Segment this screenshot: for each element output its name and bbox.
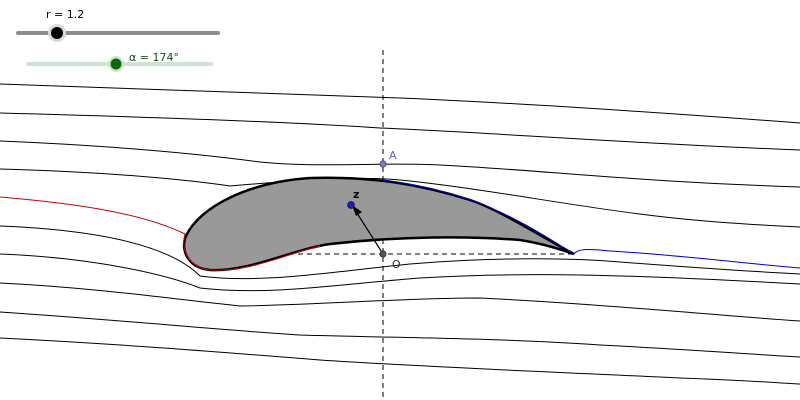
point-A[interactable] bbox=[379, 160, 387, 168]
slider-alpha[interactable]: α = 174° bbox=[26, 51, 213, 72]
slider-alpha-label: α = 174° bbox=[129, 51, 179, 64]
streamline bbox=[0, 253, 800, 292]
airfoil-shape bbox=[182, 176, 575, 272]
arrow-head bbox=[352, 205, 362, 216]
streamline bbox=[0, 282, 800, 322]
streamline bbox=[0, 225, 800, 280]
point-z-label: z bbox=[353, 188, 359, 201]
trailing-stagnation-streamline bbox=[382, 179, 800, 269]
point-A-label: A bbox=[389, 149, 397, 162]
streamline bbox=[0, 311, 800, 358]
vector-arrow bbox=[354, 209, 384, 255]
streamline bbox=[0, 112, 800, 151]
upper-stagnation-streamline bbox=[0, 196, 321, 271]
point-O-label: O bbox=[392, 258, 401, 271]
slider-r-knob[interactable] bbox=[51, 27, 63, 39]
streamline bbox=[0, 168, 800, 228]
streamlines bbox=[0, 83, 800, 385]
streamline bbox=[0, 140, 800, 188]
point-z[interactable] bbox=[347, 201, 355, 209]
slider-r-label: r = 1.2 bbox=[46, 8, 84, 21]
slider-r[interactable]: r = 1.2 bbox=[16, 8, 220, 42]
streamline bbox=[0, 337, 800, 385]
streamline bbox=[0, 83, 800, 124]
slider-alpha-knob[interactable] bbox=[110, 58, 122, 70]
point-O[interactable] bbox=[379, 250, 387, 258]
